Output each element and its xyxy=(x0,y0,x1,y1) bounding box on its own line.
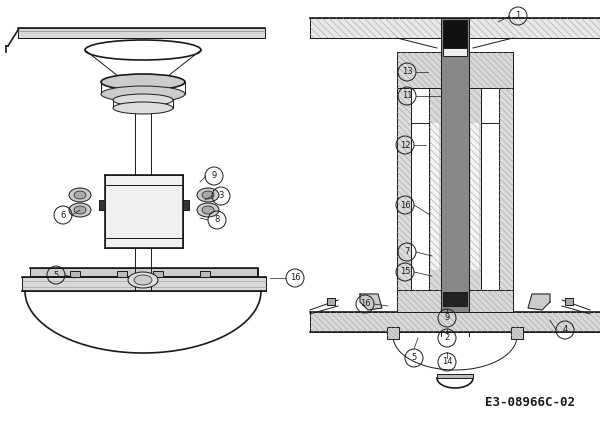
Bar xyxy=(429,88,441,290)
Bar xyxy=(441,18,469,312)
Text: 3: 3 xyxy=(218,192,224,201)
Bar xyxy=(22,277,266,291)
Text: 9: 9 xyxy=(445,313,449,323)
Bar xyxy=(431,123,439,270)
Ellipse shape xyxy=(202,191,214,199)
Bar xyxy=(70,271,80,277)
Text: 16: 16 xyxy=(290,273,301,282)
Text: 16: 16 xyxy=(359,299,370,309)
Bar xyxy=(18,28,265,38)
Bar xyxy=(117,271,127,277)
Bar xyxy=(105,175,183,248)
Text: 15: 15 xyxy=(400,268,410,276)
Ellipse shape xyxy=(128,272,158,288)
Bar xyxy=(327,298,335,305)
Ellipse shape xyxy=(74,191,86,199)
Text: 6: 6 xyxy=(61,210,65,220)
Bar xyxy=(499,88,513,290)
Bar xyxy=(471,123,479,270)
Text: 5: 5 xyxy=(53,271,59,279)
Ellipse shape xyxy=(134,275,152,285)
Text: 1: 1 xyxy=(515,11,521,20)
Bar xyxy=(469,290,513,312)
Bar xyxy=(397,52,441,88)
Text: 14: 14 xyxy=(442,357,452,366)
Bar xyxy=(99,200,105,210)
Bar xyxy=(183,200,189,210)
Text: 4: 4 xyxy=(562,326,568,335)
Bar xyxy=(310,312,600,332)
Bar xyxy=(511,327,523,339)
Text: 5: 5 xyxy=(412,354,416,363)
Ellipse shape xyxy=(101,74,185,90)
Text: 11: 11 xyxy=(402,92,412,100)
Bar xyxy=(469,88,481,290)
Bar xyxy=(397,88,411,290)
Text: 16: 16 xyxy=(400,201,410,209)
Ellipse shape xyxy=(101,86,185,102)
Ellipse shape xyxy=(69,188,91,202)
Bar xyxy=(30,268,258,276)
Ellipse shape xyxy=(197,203,219,217)
Ellipse shape xyxy=(69,203,91,217)
Text: 8: 8 xyxy=(214,215,220,224)
Bar xyxy=(387,327,399,339)
Bar xyxy=(443,20,467,48)
Ellipse shape xyxy=(113,102,173,114)
Bar xyxy=(310,18,600,38)
Ellipse shape xyxy=(74,206,86,214)
Text: 13: 13 xyxy=(401,67,412,76)
Text: 9: 9 xyxy=(211,171,217,181)
Bar xyxy=(443,292,467,306)
Ellipse shape xyxy=(202,206,214,214)
Polygon shape xyxy=(360,294,382,310)
Bar xyxy=(200,271,210,277)
Text: 12: 12 xyxy=(400,140,410,150)
Bar xyxy=(397,290,441,312)
Bar xyxy=(443,48,467,56)
Text: 2: 2 xyxy=(445,334,449,343)
Polygon shape xyxy=(528,294,550,310)
Ellipse shape xyxy=(113,94,173,106)
Text: 7: 7 xyxy=(404,248,410,257)
Bar xyxy=(469,52,513,88)
Bar xyxy=(437,374,473,378)
Text: E3-08966C-02: E3-08966C-02 xyxy=(485,396,575,408)
Bar xyxy=(153,271,163,277)
Ellipse shape xyxy=(197,188,219,202)
Bar xyxy=(565,298,573,305)
